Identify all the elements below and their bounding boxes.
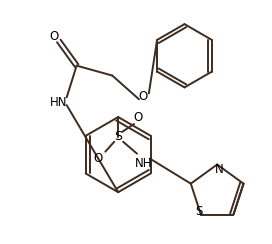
Text: HN: HN [50, 96, 67, 109]
Text: O: O [94, 152, 103, 165]
Text: NH: NH [135, 157, 153, 170]
Text: S: S [195, 205, 203, 218]
Text: N: N [215, 163, 224, 176]
Text: O: O [138, 90, 147, 103]
Text: S: S [114, 130, 122, 143]
Text: O: O [133, 111, 143, 123]
Text: O: O [49, 30, 58, 43]
